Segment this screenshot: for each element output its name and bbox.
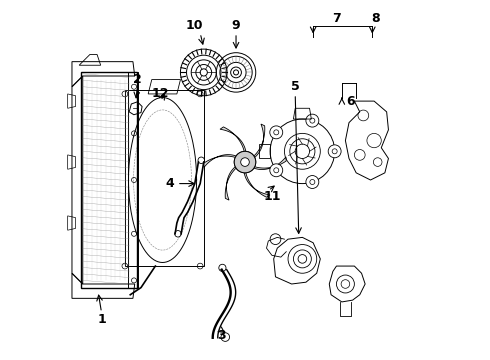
Text: 3: 3 (218, 329, 226, 342)
Polygon shape (254, 157, 286, 170)
Polygon shape (244, 173, 270, 197)
Text: 5: 5 (291, 80, 299, 93)
Text: 12: 12 (152, 87, 170, 100)
Text: 1: 1 (97, 313, 106, 327)
Circle shape (306, 176, 319, 189)
Circle shape (241, 158, 249, 166)
Bar (81, 72, 137, 288)
Text: 4: 4 (165, 177, 174, 190)
Polygon shape (225, 167, 236, 200)
Text: 6: 6 (346, 95, 355, 108)
Text: 7: 7 (332, 12, 341, 25)
Polygon shape (254, 124, 265, 157)
Circle shape (306, 114, 319, 127)
Text: 2: 2 (133, 73, 142, 86)
Text: 8: 8 (371, 12, 380, 25)
Polygon shape (204, 155, 236, 167)
Circle shape (270, 126, 283, 139)
Text: 9: 9 (232, 19, 241, 32)
Circle shape (236, 153, 254, 171)
Text: 10: 10 (186, 19, 203, 32)
Circle shape (270, 164, 283, 177)
Circle shape (234, 151, 256, 173)
Polygon shape (220, 127, 246, 151)
Text: 11: 11 (263, 190, 281, 203)
Circle shape (328, 145, 341, 158)
